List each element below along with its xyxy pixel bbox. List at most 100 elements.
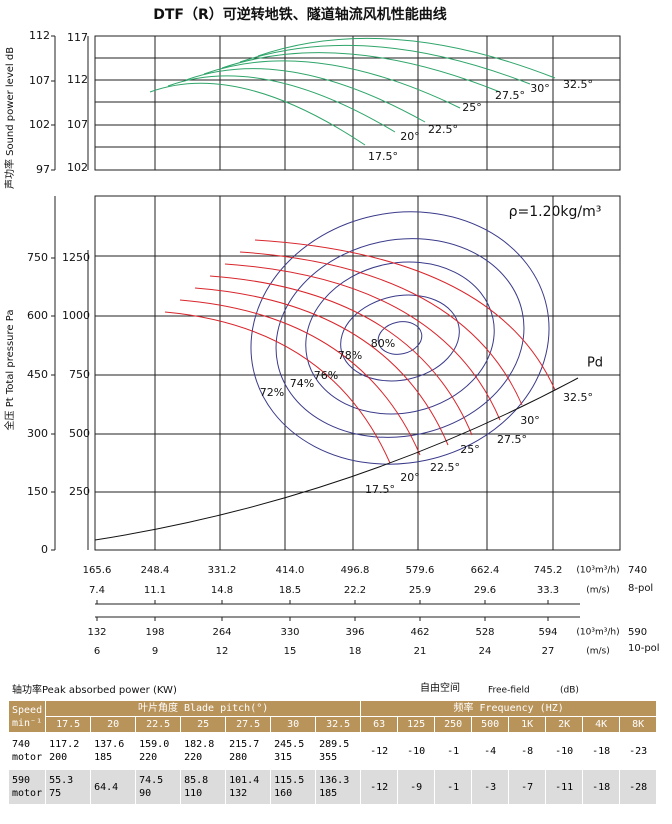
table-row: 17.5 20 22.5 25 27.5 30 32.5 63 125 250 500 1K 2K 4K 8… xyxy=(9,716,658,733)
level-cell-text: -8 xyxy=(521,745,534,757)
speed: 740 xyxy=(628,565,647,576)
header-cell-text: 30 xyxy=(287,719,300,730)
power-cell-text: 185 xyxy=(94,752,113,763)
pitch-label: 25° xyxy=(460,443,480,456)
x-tick-label: 496.8 xyxy=(341,565,370,576)
x-tick-label: 22.2 xyxy=(344,585,366,596)
y-tick-label: 112 xyxy=(29,29,50,42)
pitch-label: 27.5° xyxy=(495,89,525,102)
header-cell: 叶片角度 Blade pitch(°) xyxy=(45,700,362,717)
level-cell: -28 xyxy=(619,769,658,805)
table-row: 590 motor 55.3 75 64.4 74.5 90 85.8 110 101.4 132 1… xyxy=(7,769,658,805)
x-tick-label: 165.6 xyxy=(83,565,112,576)
level-cell-text: -3 xyxy=(484,781,497,793)
header-cell-text: 1K xyxy=(521,719,534,730)
noise-caption: Free-field xyxy=(488,686,530,696)
header-cell-text: 500 xyxy=(481,719,500,730)
power-cell-text: 182.8 xyxy=(184,739,215,750)
level-cell: -4 xyxy=(471,732,510,770)
level-cell-text: -18 xyxy=(592,781,611,793)
y-tick-label: 112 xyxy=(67,73,88,86)
level-cell-text: -9 xyxy=(410,781,423,793)
power-cell-text: 220 xyxy=(139,752,158,763)
y-tick-label: 250 xyxy=(69,485,90,498)
x-tick-label: 18 xyxy=(349,646,362,657)
noise-caption: 自由空间 xyxy=(420,681,460,694)
level-cell: -7 xyxy=(508,769,547,805)
power-cell-text: 289.5 xyxy=(319,739,350,750)
x-tick-label: 579.6 xyxy=(406,565,435,576)
power-cell-text: 315 xyxy=(274,752,293,763)
power-cell-text: 137.6 xyxy=(94,739,125,750)
pitch-label: 30° xyxy=(520,414,540,427)
pitch-label: 27.5° xyxy=(497,433,527,446)
x-tick-label: 198 xyxy=(145,627,164,638)
efficiency-contour xyxy=(377,321,423,355)
power-cell-text: 55.3 xyxy=(49,775,74,786)
header-cell: 250 xyxy=(434,716,473,733)
level-cell: -10 xyxy=(397,732,436,770)
header-cell: 22.5 xyxy=(135,716,182,733)
x-tick-label: 9 xyxy=(152,646,158,657)
level-cell-text: -1 xyxy=(447,745,460,757)
x-tick-label: 7.4 xyxy=(89,585,105,596)
speed: 590 xyxy=(628,627,647,638)
level-cell-text: -23 xyxy=(629,745,648,757)
level-cell-text: -11 xyxy=(555,781,574,793)
speed-cell-text: 590 xyxy=(12,775,31,786)
header-cell-text: 250 xyxy=(444,719,463,730)
power-cell: 101.4 132 xyxy=(225,769,272,805)
power-cell: 55.3 75 xyxy=(45,769,92,805)
level-cell-text: -18 xyxy=(592,745,611,757)
y-tick-label: 150 xyxy=(27,485,48,498)
power-cell-text: 64.4 xyxy=(94,781,119,793)
power-cell-text: 160 xyxy=(274,788,293,799)
pitch-label: 20° xyxy=(400,471,420,484)
x-tick-label: 330 xyxy=(280,627,299,638)
level-cell: -11 xyxy=(545,769,584,805)
header-cell: 30 xyxy=(270,716,317,733)
sound-curve xyxy=(239,44,531,85)
pitch-curve xyxy=(224,263,501,421)
power-cell-text: 245.5 xyxy=(274,739,305,750)
sound-curve xyxy=(257,37,556,79)
x-tick-label: 331.2 xyxy=(208,565,237,576)
x-tick-label: 21 xyxy=(414,646,427,657)
power-cell: 159.0 220 xyxy=(135,732,182,770)
power-cell-text: 101.4 xyxy=(229,775,260,786)
level-cell-text: -10 xyxy=(555,745,574,757)
y-tick-label: 750 xyxy=(27,251,48,264)
power-cell: 117.2 200 xyxy=(45,732,92,770)
power-cell: 64.4 xyxy=(90,769,137,805)
header-cell-text: 27.5 xyxy=(236,719,261,730)
power-cell-text: 75 xyxy=(49,788,62,799)
sound-curve xyxy=(203,60,461,109)
unit: (m/s) xyxy=(586,647,610,657)
power-cell-text: 74.5 xyxy=(139,775,164,786)
power-cell: 137.6 185 xyxy=(90,732,137,770)
unit: (10³m³/h) xyxy=(576,628,619,638)
level-cell: -1 xyxy=(434,769,473,805)
y-tick-label: 107 xyxy=(67,118,88,131)
header-cell-text: 63 xyxy=(373,719,386,730)
power-noise-table: Speed min⁻¹ 叶片角度 Blade pitch(°) 频率 Frequenc… xyxy=(7,700,658,805)
header-cell: Speed min⁻¹ xyxy=(7,700,47,733)
pitch-label: 25° xyxy=(462,101,482,114)
pitch-label: 22.5° xyxy=(428,123,458,136)
sound-curve xyxy=(167,75,396,133)
header-cell-text: 2K xyxy=(558,719,571,730)
x-tick-label: 248.4 xyxy=(141,565,170,576)
header-cell: 17.5 xyxy=(45,716,92,733)
power-cell-text: 136.3 xyxy=(319,775,350,786)
header-cell: 125 xyxy=(397,716,436,733)
header-cell: 27.5 xyxy=(225,716,272,733)
grid xyxy=(51,35,620,621)
efficiency-contour xyxy=(305,261,495,415)
x-tick-label: 462 xyxy=(410,627,429,638)
x-tick-label: 132 xyxy=(87,627,106,638)
y-tick-label: 450 xyxy=(27,368,48,381)
level-cell-text: -10 xyxy=(407,745,426,757)
pd-curve xyxy=(94,377,579,541)
header-cell: 20 xyxy=(90,716,137,733)
